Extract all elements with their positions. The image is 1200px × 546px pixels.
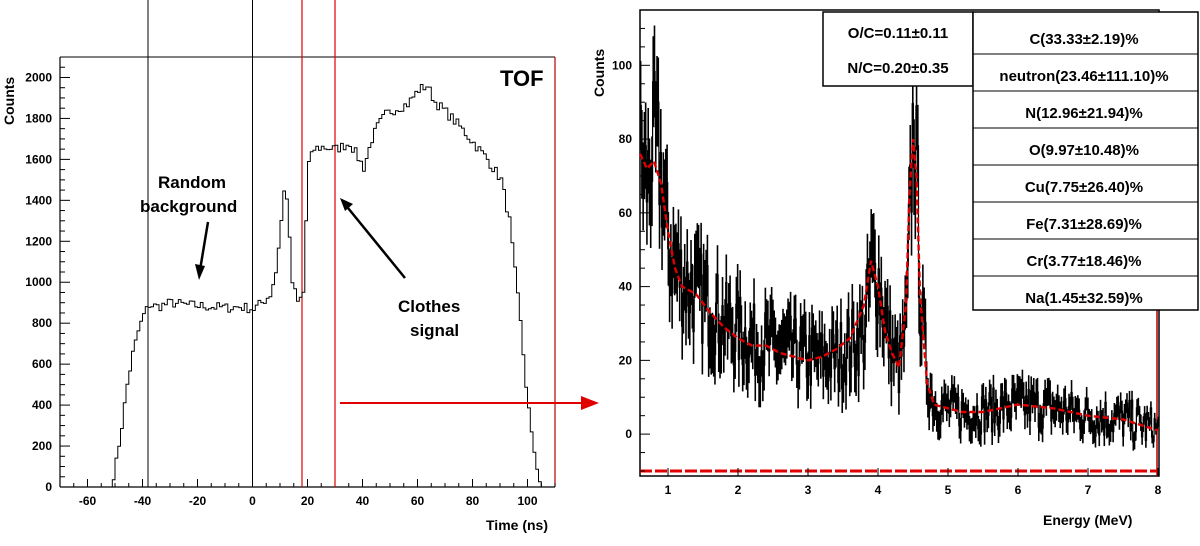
annotation-random-background-line1: Random bbox=[158, 173, 226, 192]
energy-y-tick-label: 100 bbox=[612, 58, 632, 72]
fraction-item: Cu(7.75±26.40)% bbox=[1025, 179, 1143, 196]
energy-y-axis-label: Counts bbox=[591, 49, 607, 97]
fraction-item: Na(1.45±32.59)% bbox=[1025, 290, 1142, 307]
energy-x-tick-label: 7 bbox=[1085, 483, 1092, 497]
energy-x-tick-label: 6 bbox=[1015, 483, 1022, 497]
tof-y-tick-label: 1400 bbox=[25, 193, 52, 207]
tof-panel: -60 -40 -20 0 20 40 60 80 100 0 200 400 600 800 1000 1… bbox=[1, 0, 599, 533]
energy-y-tick-label: 40 bbox=[619, 280, 633, 294]
tof-x-tick-label: -60 bbox=[79, 494, 97, 508]
energy-y-tick-label: 80 bbox=[619, 132, 633, 146]
energy-panel: 1 2 3 4 5 6 7 8 0 20 40 60 80 100 O/C=0.11±0.11 N/C=… bbox=[591, 9, 1199, 528]
energy-x-tick-label: 8 bbox=[1155, 483, 1162, 497]
tof-y-tick-label: 1000 bbox=[25, 275, 52, 289]
tof-x-tick-label: -20 bbox=[189, 494, 207, 508]
tof-x-tick-label: -40 bbox=[134, 494, 152, 508]
energy-series bbox=[638, 25, 1160, 451]
arrowhead-random-background bbox=[195, 264, 205, 280]
fraction-item: neutron(23.46±111.10)% bbox=[999, 68, 1168, 85]
tof-marker-lines bbox=[147, 0, 336, 487]
fraction-box bbox=[972, 11, 1199, 311]
tof-y-tick-label: 200 bbox=[32, 439, 52, 453]
fraction-item: Fe(7.31±28.69)% bbox=[1026, 216, 1142, 233]
energy-y-ticks: 0 20 40 60 80 100 bbox=[612, 9, 650, 472]
tof-series bbox=[109, 84, 544, 488]
tof-x-tick-label: 40 bbox=[356, 494, 370, 508]
arrowhead-clothes-signal bbox=[340, 198, 353, 211]
tof-x-axis-label: Time (ns) bbox=[486, 517, 548, 533]
tof-y-axis-label: Counts bbox=[1, 77, 17, 125]
fraction-item: O(9.97±10.48)% bbox=[1029, 142, 1139, 159]
tof-x-tick-label: 20 bbox=[301, 494, 315, 508]
red-link-arrowhead bbox=[581, 396, 599, 410]
tof-y-tick-label: 0 bbox=[45, 480, 52, 494]
fraction-item: N(12.96±21.94)% bbox=[1025, 105, 1142, 122]
energy-x-axis-label: Energy (MeV) bbox=[1043, 512, 1132, 528]
annotation-clothes-signal-line1: Clothes bbox=[398, 297, 460, 316]
energy-x-tick-label: 1 bbox=[665, 483, 672, 497]
energy-fit-curve bbox=[638, 138, 1159, 432]
tof-y-ticks: 0 200 400 600 800 1000 1200 1400 1600 1800 2000 bbox=[25, 56, 70, 494]
tof-x-tick-label: 60 bbox=[411, 494, 425, 508]
tof-title: TOF bbox=[500, 66, 544, 91]
tof-y-tick-label: 1200 bbox=[25, 234, 52, 248]
ratio-oc: O/C=0.11±0.11 bbox=[848, 25, 948, 42]
annotation-clothes-signal-line2: signal bbox=[410, 321, 459, 340]
ratio-nc: N/C=0.20±0.35 bbox=[847, 60, 948, 77]
arrow-clothes-signal bbox=[347, 207, 406, 279]
annotation-random-background-line2: background bbox=[140, 197, 237, 216]
fraction-item: Cr(3.77±18.46)% bbox=[1027, 253, 1142, 270]
energy-x-tick-label: 3 bbox=[805, 483, 812, 497]
tof-y-tick-label: 600 bbox=[32, 357, 52, 371]
tof-x-tick-label: 0 bbox=[249, 494, 256, 508]
energy-y-tick-label: 0 bbox=[625, 427, 632, 441]
tof-histogram bbox=[109, 84, 544, 488]
tof-y-tick-label: 2000 bbox=[25, 70, 52, 84]
fraction-list: C(33.33±2.19)% neutron(23.46±111.10)% N(12… bbox=[973, 31, 1198, 307]
tof-y-tick-label: 800 bbox=[32, 316, 52, 330]
energy-y-tick-label: 20 bbox=[619, 353, 633, 367]
arrow-random-background bbox=[198, 221, 210, 271]
energy-x-ticks: 1 2 3 4 5 6 7 8 bbox=[665, 468, 1162, 497]
tof-x-ticks: -60 -40 -20 0 20 40 60 80 100 bbox=[59, 479, 556, 508]
energy-x-tick-label: 2 bbox=[735, 483, 742, 497]
tof-x-tick-label: 80 bbox=[466, 494, 480, 508]
energy-x-tick-label: 4 bbox=[875, 483, 882, 497]
tof-y-tick-label: 1600 bbox=[25, 152, 52, 166]
energy-x-tick-label: 5 bbox=[945, 483, 952, 497]
tof-x-tick-label: 100 bbox=[517, 494, 537, 508]
fraction-item: C(33.33±2.19)% bbox=[1029, 31, 1138, 48]
energy-y-tick-label: 60 bbox=[619, 206, 633, 220]
tof-y-tick-label: 400 bbox=[32, 398, 52, 412]
tof-y-tick-label: 1800 bbox=[25, 111, 52, 125]
